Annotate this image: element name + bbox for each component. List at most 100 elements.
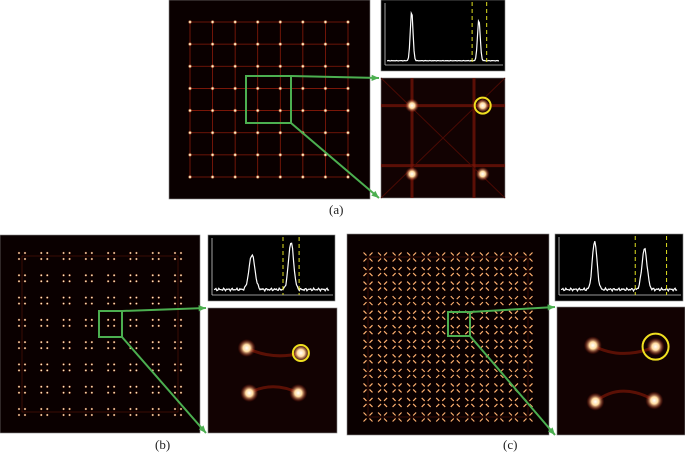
streak: [523, 295, 527, 300]
streak: [493, 382, 498, 387]
panel-b-zoom-arrow: [121, 307, 207, 312]
spot: [646, 337, 665, 356]
streak: [523, 353, 527, 358]
streak: [499, 374, 504, 379]
spot: [68, 302, 72, 306]
spot: [39, 251, 43, 255]
streak: [398, 418, 403, 422]
spot: [323, 86, 328, 91]
streak: [406, 316, 411, 321]
streak: [470, 359, 475, 364]
streak: [421, 382, 426, 387]
streak: [377, 388, 382, 393]
spot: [17, 279, 21, 283]
streak: [412, 287, 417, 292]
streak: [383, 287, 388, 292]
streak: [427, 359, 432, 364]
streak: [479, 403, 484, 408]
streak: [369, 310, 373, 315]
spot: [173, 368, 177, 372]
streak: [529, 301, 533, 306]
streak: [508, 359, 513, 364]
streak: [369, 339, 373, 344]
streak: [392, 397, 397, 402]
spot: [232, 64, 238, 69]
spot: [84, 413, 88, 417]
streak: [523, 412, 527, 416]
streak: [398, 403, 403, 408]
streak: [523, 388, 527, 393]
spot: [17, 362, 21, 366]
streak: [470, 324, 475, 329]
streak: [406, 403, 411, 408]
streak: [464, 388, 469, 393]
spot: [45, 279, 49, 283]
streak: [377, 412, 382, 416]
spot: [68, 251, 72, 255]
streak: [398, 252, 403, 256]
streak: [493, 330, 498, 335]
spot: [323, 108, 328, 113]
streak: [369, 353, 373, 358]
spot: [179, 257, 183, 261]
streak: [383, 368, 388, 373]
streak: [493, 418, 498, 422]
streak: [369, 287, 373, 292]
spot: [187, 174, 193, 180]
spot: [151, 340, 155, 344]
streak: [406, 272, 411, 277]
streak: [363, 266, 367, 271]
streak: [450, 316, 455, 321]
streak: [464, 330, 469, 335]
streak: [441, 388, 446, 393]
streak: [499, 339, 504, 344]
streak: [398, 388, 403, 393]
spot: [106, 368, 110, 372]
streak: [470, 316, 475, 321]
spot: [45, 257, 49, 261]
streak: [441, 324, 446, 329]
spot: [278, 174, 283, 180]
spot: [84, 279, 88, 283]
pattern-border: [367, 256, 529, 418]
streak: [398, 359, 403, 364]
streak: [456, 252, 461, 256]
spot: [84, 368, 88, 372]
spot: [68, 407, 72, 411]
spot: [17, 251, 21, 255]
streak: [514, 353, 519, 358]
spot: [84, 362, 88, 366]
streak: [499, 252, 504, 256]
streak: [435, 353, 440, 358]
streak: [493, 316, 498, 321]
streak: [421, 374, 426, 379]
streak: [369, 397, 373, 402]
spot: [17, 302, 21, 306]
streak: [523, 339, 527, 344]
spot: [157, 279, 161, 283]
streak: [435, 382, 440, 387]
spot: [106, 340, 110, 344]
spot: [134, 302, 138, 306]
streak: [508, 368, 513, 373]
spot: [151, 391, 155, 395]
streak: [435, 295, 440, 300]
spot: [23, 362, 27, 366]
streak: [450, 272, 455, 277]
streak: [523, 287, 527, 292]
streak: [441, 382, 446, 387]
spot: [39, 279, 43, 283]
streak: [508, 412, 513, 416]
streak: [514, 382, 519, 387]
streak: [464, 382, 469, 387]
spot: [157, 324, 161, 328]
spot: [151, 413, 155, 417]
streak: [493, 345, 498, 350]
streak: [470, 397, 475, 402]
panel-b-spot-pattern: [17, 251, 183, 417]
streak: [485, 287, 490, 292]
spot: [106, 413, 110, 417]
streak: [470, 281, 475, 286]
spot: [128, 273, 132, 277]
spot: [39, 391, 43, 395]
